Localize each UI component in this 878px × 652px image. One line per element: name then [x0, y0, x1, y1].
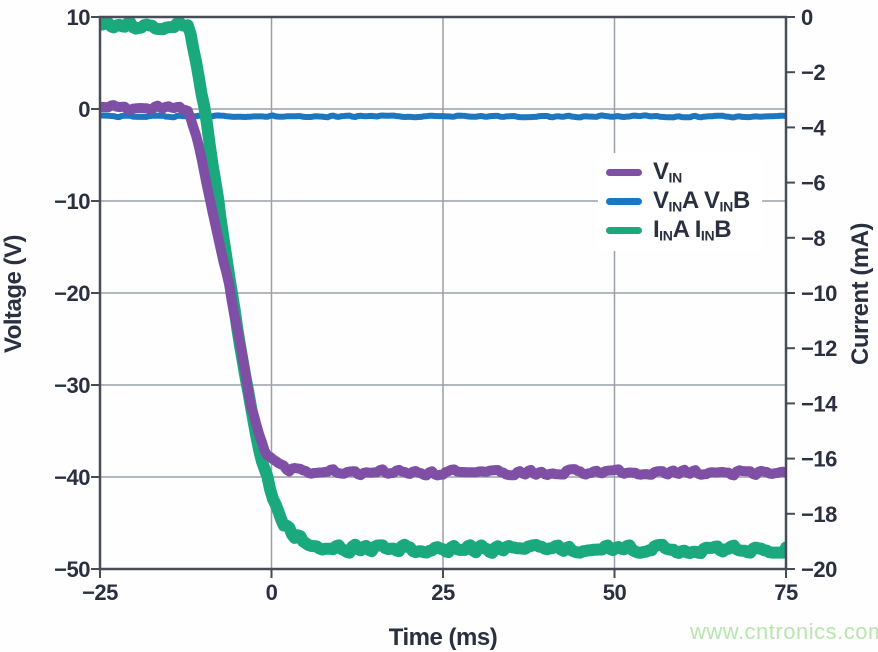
- traces-group: [100, 17, 786, 559]
- right-tick-label: −2: [801, 60, 825, 85]
- left-tick-label: 10: [67, 5, 91, 30]
- legend-swatch: [606, 169, 642, 176]
- legend-label: IINA IINB: [653, 216, 732, 244]
- left-tick-label: −40: [54, 465, 90, 490]
- x-tick-label: 0: [266, 580, 278, 605]
- x-axis-title: Time (ms): [388, 624, 498, 651]
- legend-item: VIN: [606, 158, 750, 187]
- legend-label: VINA VINB: [653, 187, 750, 215]
- left-tick-label: 0: [78, 97, 90, 122]
- right-tick-label: −16: [801, 447, 837, 472]
- legend-item: IINA IINB: [606, 216, 750, 245]
- right-tick-label: −6: [801, 171, 825, 196]
- trace-vina-vinb: [100, 112, 786, 121]
- trace-iina-iinb: [100, 17, 786, 559]
- right-tick-label: −4: [801, 115, 826, 140]
- right-tick-label: −12: [801, 336, 837, 361]
- left-tick-label: −30: [54, 373, 90, 398]
- legend-swatch: [606, 198, 642, 205]
- right-tick-label: −14: [801, 391, 838, 416]
- right-tick-label: −10: [801, 281, 837, 306]
- left-axis-title: Voltage (V): [0, 234, 27, 354]
- legend: VIN VINA VINB IINA IINB: [598, 153, 762, 251]
- x-tick-label: 50: [603, 580, 627, 605]
- left-tick-label: −10: [54, 189, 90, 214]
- watermark-text: www.cntronics.com: [690, 619, 878, 644]
- right-tick-label: 0: [801, 5, 813, 30]
- x-tick-label: 75: [774, 580, 798, 605]
- legend-label: VIN: [653, 158, 682, 186]
- legend-swatch: [606, 227, 642, 234]
- right-axis-title: Current (mA): [847, 223, 874, 365]
- right-tick-label: −20: [801, 557, 837, 582]
- left-tick-label: −50: [54, 557, 90, 582]
- x-tick-label: 25: [431, 580, 455, 605]
- trace-vin: [100, 100, 786, 481]
- right-tick-label: −18: [801, 502, 837, 527]
- left-tick-label: −20: [54, 281, 90, 306]
- x-tick-label: −25: [82, 580, 118, 605]
- right-tick-label: −8: [801, 226, 825, 251]
- legend-item: VINA VINB: [606, 187, 750, 216]
